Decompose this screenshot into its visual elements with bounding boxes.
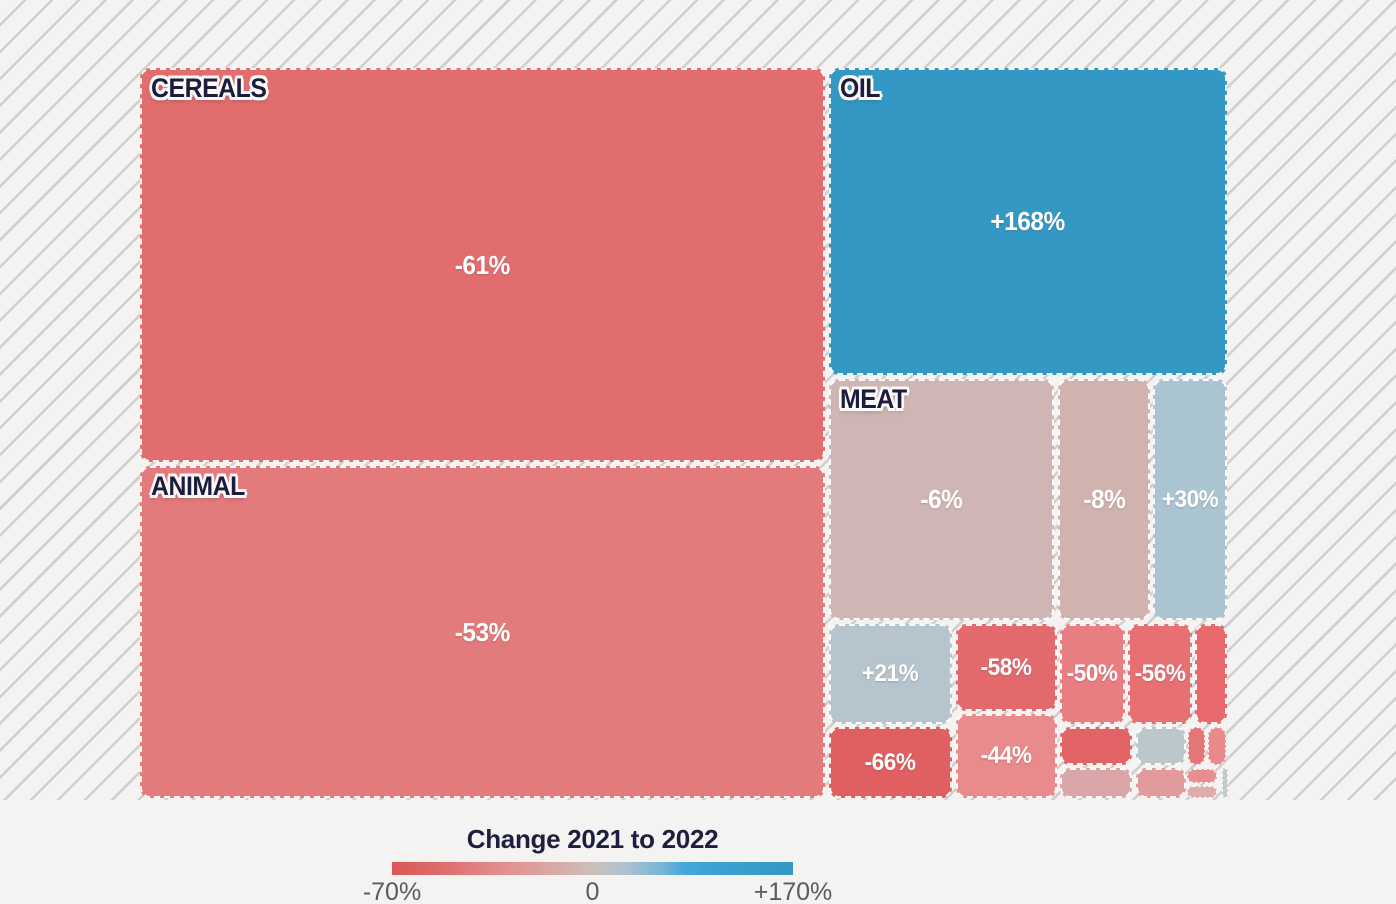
treemap-cell-cell-small-pink-b[interactable] [1136,768,1186,798]
treemap-cell-cell-small-gray-a[interactable] [1136,727,1186,765]
cell-value-label: -8% [1082,484,1126,514]
cell-value-label: -44% [981,742,1032,769]
treemap-cell-cell-pos21[interactable]: +21% [829,624,952,724]
legend-title: Change 2021 to 2022 [466,824,719,854]
treemap-cell-cell-pill-red-a[interactable] [1188,727,1205,765]
treemap-cell-cell-pill-red-b[interactable] [1208,727,1226,765]
treemap-cell-cell-neg44[interactable]: -44% [956,714,1057,798]
legend-max-label: +170% [753,878,833,904]
cell-value-label: +30% [1161,485,1219,513]
cell-value-label: -53% [454,616,511,647]
cell-value-label: -66% [865,748,916,776]
group-label-animal: ANIMAL [151,471,245,501]
cell-value-label: -61% [454,249,511,280]
cell-value-label: +168% [990,206,1066,236]
treemap-cell-meat[interactable]: -6% MEAT [829,379,1054,620]
treemap-cell-cell-neg66[interactable]: -66% [829,727,952,798]
treemap-cell-cell-neg8[interactable]: -8% [1058,379,1150,620]
group-label-oil: OIL [840,73,881,103]
cell-value-label: +21% [862,660,919,687]
treemap-cell-cereals[interactable]: -61% CEREALS [140,68,825,462]
treemap-cell-cell-neg58[interactable]: -58% [956,624,1057,711]
treemap-cell-cell-pill-pink-a[interactable] [1187,769,1217,783]
cell-value-label: -58% [981,653,1032,681]
treemap-cell-cell-small-red-tall[interactable] [1195,624,1227,724]
treemap-cell-cell-neg50[interactable]: -50% [1060,624,1125,724]
treemap-cell-cell-small-red-a[interactable] [1060,727,1132,765]
treemap-cell-cell-pill-pink-b[interactable] [1187,786,1217,798]
group-label-meat: MEAT [840,384,907,414]
treemap: -61% CEREALS -53% ANIMAL +168% OIL -6% MEAT -8% +… [140,68,1228,798]
cell-value-label: -56% [1134,660,1186,687]
treemap-cell-cell-sliver-gray[interactable] [1222,768,1228,798]
treemap-cell-oil[interactable]: +168% OIL [829,68,1227,375]
group-label-cereals: CEREALS [151,73,267,103]
treemap-cell-cell-pos30[interactable]: +30% [1153,379,1227,620]
cell-value-label: -6% [920,484,963,514]
treemap-cell-cell-small-pink-a[interactable] [1060,768,1132,798]
cell-value-label: -50% [1067,660,1118,687]
treemap-cell-cell-neg56[interactable]: -56% [1128,624,1192,724]
legend-gradient-bar [392,862,793,875]
legend-zero-label: 0 [585,878,600,904]
legend: Change 2021 to 2022 -70% 0 +170% [363,822,832,904]
treemap-cell-animal[interactable]: -53% ANIMAL [140,466,825,798]
legend-min-label: -70% [362,878,422,904]
